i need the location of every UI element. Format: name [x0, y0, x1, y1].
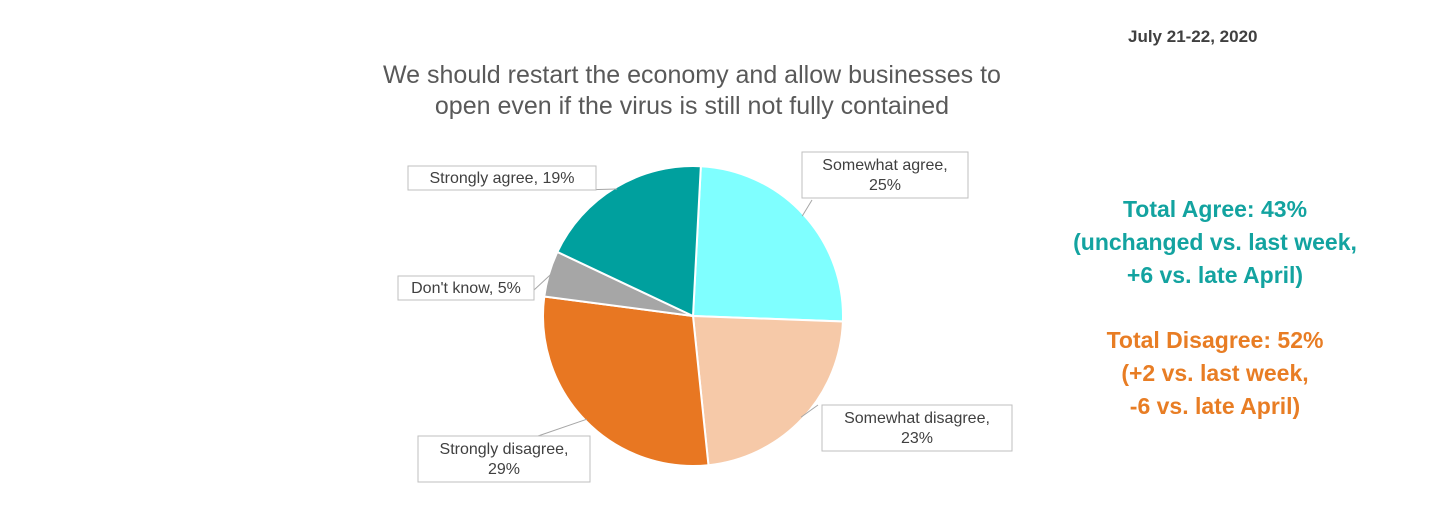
pie-slice-somewhat-disagree — [691, 314, 844, 467]
pie-slice-strongly-agree — [556, 165, 702, 318]
leader-line — [800, 404, 819, 418]
slice-data-label: Don't know, 5% — [411, 280, 521, 297]
total-agree-summary: Total Agree: 43% (unchanged vs. last wee… — [1015, 193, 1415, 292]
total-disagree-change-week: (+2 vs. last week, — [1121, 360, 1309, 386]
leader-line — [533, 273, 552, 291]
slice-data-label: Strongly agree, 19% — [430, 170, 575, 187]
chart-title: We should restart the economy and allow … — [300, 60, 1084, 122]
pie-slice-somewhat-agree — [691, 165, 844, 323]
slice-label-box — [821, 404, 1013, 452]
pie-slice-strongly-disagree — [542, 295, 710, 467]
slice-label-box — [801, 151, 969, 199]
slice-data-label: 29% — [488, 461, 520, 478]
chart-title-line-2: open even if the virus is still not full… — [434, 92, 950, 120]
slice-label-box — [407, 165, 597, 191]
slice-data-label: Somewhat disagree, — [844, 410, 990, 427]
total-disagree-change-april: -6 vs. late April) — [1129, 393, 1301, 419]
chart-title-line-1: We should restart the economy and allow … — [383, 61, 1001, 89]
slice-label-box — [417, 435, 591, 483]
slice-data-label: 25% — [869, 177, 901, 194]
leader-line — [801, 199, 813, 217]
slice-data-label: Somewhat agree, — [822, 157, 947, 174]
slice-label-box — [397, 275, 535, 301]
date-label: July 21-22, 2020 — [1128, 27, 1258, 46]
total-agree-change-week: (unchanged vs. last week, — [1073, 229, 1357, 255]
total-disagree-summary: Total Disagree: 52% (+2 vs. last week, -… — [1015, 324, 1415, 423]
slice-data-label: Strongly disagree, — [440, 441, 569, 458]
total-disagree-headline: Total Disagree: 52% — [1106, 327, 1324, 353]
total-agree-headline: Total Agree: 43% — [1122, 196, 1308, 222]
leader-line — [537, 418, 588, 437]
total-agree-change-april: +6 vs. late April) — [1126, 262, 1304, 288]
slice-data-label: 23% — [901, 430, 933, 447]
